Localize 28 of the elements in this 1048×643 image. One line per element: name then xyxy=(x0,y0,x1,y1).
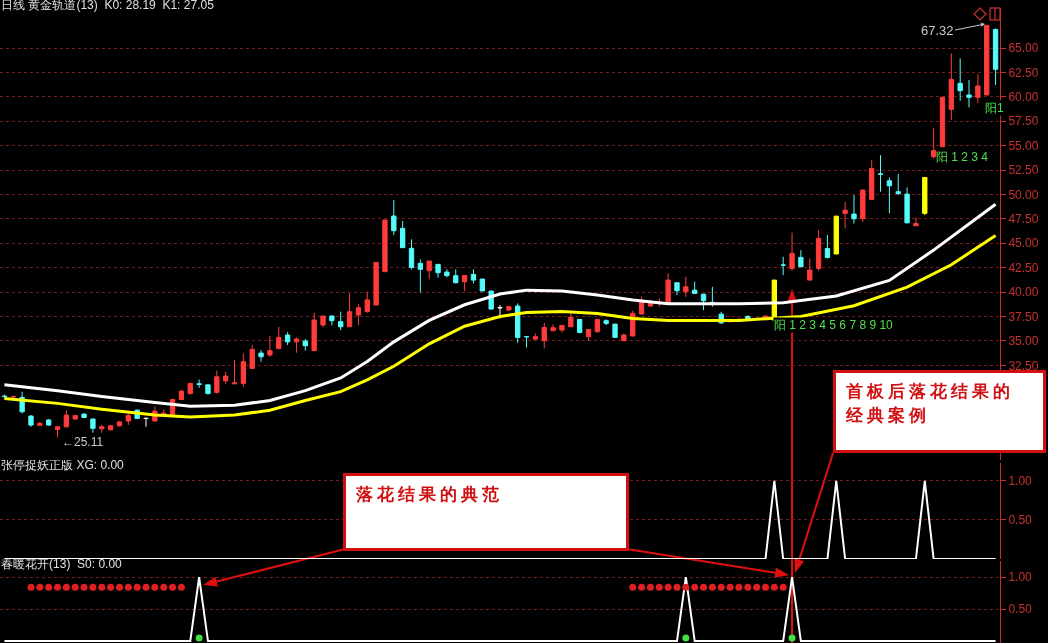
y-tick-label: 1.00 xyxy=(1008,570,1033,585)
y-tick-label: 60.00 xyxy=(1008,90,1039,105)
chart-title: 日线 黄金轨道(13) K0: 28.19 K1: 27.05 xyxy=(1,0,215,13)
y-tick-label: 35.00 xyxy=(1008,334,1039,349)
y-tick-label: 40.00 xyxy=(1008,285,1039,300)
y-tick-label: 52.50 xyxy=(1008,163,1039,178)
annotation: 67.32 xyxy=(921,23,954,38)
y-tick-label: 65.00 xyxy=(1008,41,1039,56)
annotation: ←25.11 xyxy=(62,435,104,449)
y-tick-label: 47.50 xyxy=(1008,212,1039,227)
y-tick-label: 55.00 xyxy=(1008,138,1039,153)
callout-box: 落花结果的典范 xyxy=(343,473,629,551)
y-tick-label: 1.00 xyxy=(1008,474,1033,489)
annotation: 阳 1 2 3 4 xyxy=(936,150,989,164)
annotation: 阳 1 2 3 4 5 6 7 8 9 10 xyxy=(774,318,894,332)
annotation: 阳1 xyxy=(985,101,1004,115)
y-tick-label: 0.50 xyxy=(1008,513,1033,528)
y-tick-label: 37.50 xyxy=(1008,309,1039,324)
y-tick-label: 0.50 xyxy=(1008,602,1033,617)
y-tick-label: 50.00 xyxy=(1008,187,1039,202)
y-tick-label: 42.50 xyxy=(1008,260,1039,275)
y-tick-label: 57.50 xyxy=(1008,114,1039,129)
chart-title: 张停捉妖正版 XG: 0.00 xyxy=(1,458,125,473)
chart-title: 春暖花开(13) S0: 0.00 xyxy=(1,557,123,572)
callout-box: 首板后落花结果的经典案例 xyxy=(833,370,1046,453)
y-tick-label: 45.00 xyxy=(1008,236,1039,251)
y-tick-label: 32.50 xyxy=(1008,358,1039,373)
y-tick-label: 62.50 xyxy=(1008,65,1039,80)
